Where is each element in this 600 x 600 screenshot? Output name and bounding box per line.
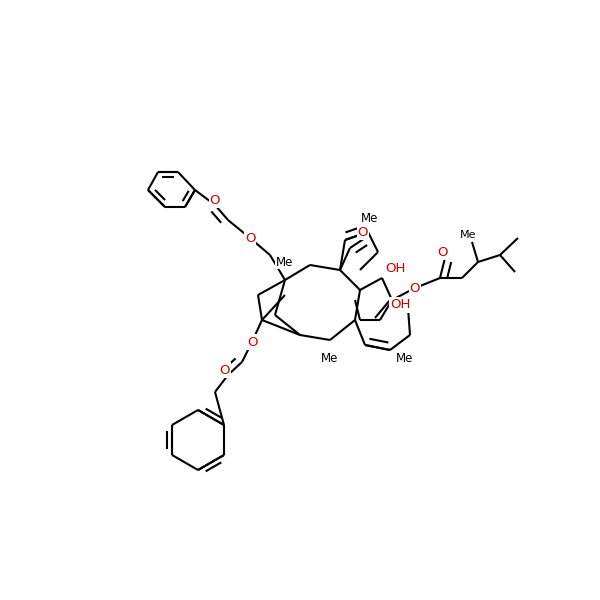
Text: Me: Me xyxy=(397,352,413,364)
Text: O: O xyxy=(220,364,230,377)
Text: O: O xyxy=(438,245,448,259)
Text: OH: OH xyxy=(390,298,410,311)
Text: Me: Me xyxy=(277,256,293,269)
Text: OH: OH xyxy=(385,262,405,275)
Text: O: O xyxy=(247,335,257,349)
Text: O: O xyxy=(410,281,420,295)
Text: Me: Me xyxy=(361,211,379,224)
Text: Me: Me xyxy=(460,230,476,240)
Text: Me: Me xyxy=(322,352,338,364)
Text: O: O xyxy=(358,226,368,238)
Text: O: O xyxy=(245,232,255,245)
Text: O: O xyxy=(210,193,220,206)
